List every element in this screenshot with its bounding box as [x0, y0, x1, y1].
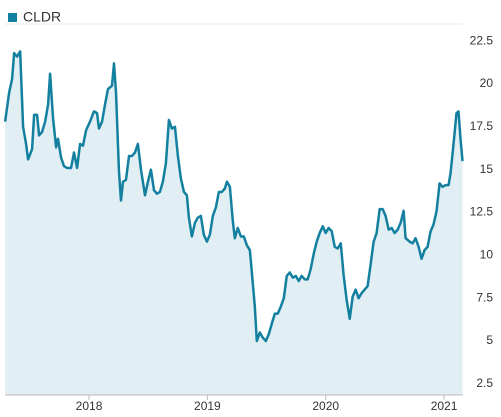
area-fill	[5, 51, 463, 396]
y-tick-label: 20	[480, 76, 494, 90]
x-tick-label: 2020	[312, 399, 339, 413]
y-tick-label: 7.5	[476, 290, 493, 304]
legend-swatch	[8, 13, 17, 22]
line	[3, 50, 464, 343]
y-tick-label: 12.5	[470, 205, 494, 219]
legend-label: CLDR	[23, 9, 61, 25]
y-tick-label: 17.5	[470, 119, 494, 133]
y-tick-label: 5	[486, 333, 493, 347]
x-tick-label: 2021	[431, 399, 458, 413]
y-tick-label: 2.5	[476, 376, 493, 390]
y-tick-label: 22.5	[470, 33, 494, 47]
y-tick-label: 15	[480, 162, 494, 176]
x-tick-label: 2019	[194, 399, 221, 413]
y-tick-label: 10	[480, 248, 494, 262]
x-tick-label: 2018	[76, 399, 103, 413]
